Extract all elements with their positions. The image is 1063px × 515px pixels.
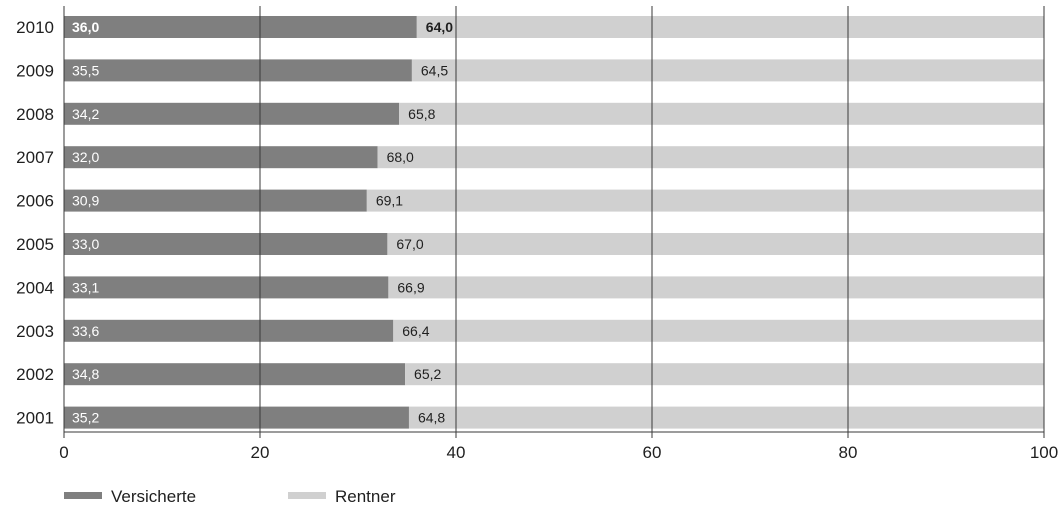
- data-label-versicherte-2010: 36,0: [72, 19, 99, 35]
- data-label-versicherte-2006: 30,9: [72, 193, 99, 209]
- x-tick-label-60: 60: [643, 443, 662, 462]
- bar-versicherte-2007: [64, 146, 378, 169]
- data-label-rentner-2010: 64,0: [426, 19, 453, 35]
- bar-rentner-2010: [416, 16, 1044, 38]
- category-label-2006: 2006: [16, 192, 54, 211]
- data-label-rentner-2007: 68,0: [387, 149, 414, 165]
- data-label-versicherte-2001: 35,2: [72, 410, 99, 426]
- bar-rentner-2008: [399, 102, 1044, 125]
- bar-versicherte-2006: [64, 189, 367, 212]
- bar-rentner-2003: [393, 319, 1044, 342]
- data-label-rentner-2002: 65,2: [414, 366, 441, 382]
- category-label-2004: 2004: [16, 278, 54, 297]
- x-tick-label-100: 100: [1030, 443, 1058, 462]
- bar-rentner-2007: [377, 146, 1045, 169]
- bars-layer: [64, 16, 1045, 429]
- bar-versicherte-2003: [64, 319, 394, 342]
- legend-label-rentner: Rentner: [335, 487, 396, 506]
- category-label-2010: 2010: [16, 18, 54, 37]
- legend-swatch-rentner: [288, 492, 326, 499]
- data-label-rentner-2008: 65,8: [408, 106, 435, 122]
- data-label-rentner-2006: 69,1: [376, 193, 403, 209]
- data-label-rentner-2001: 64,8: [418, 410, 445, 426]
- grid-layer: [63, 6, 1045, 438]
- labels-layer: 2010 2009 2008 2007 2006 2005 2004 2003 2002 2001…: [16, 18, 453, 428]
- bar-versicherte-2008: [64, 102, 400, 125]
- bar-versicherte-2005: [64, 233, 388, 255]
- x-tick-label-80: 80: [839, 443, 858, 462]
- legend-swatch-versicherte: [64, 492, 102, 499]
- bar-rentner-2009: [411, 59, 1044, 82]
- data-label-rentner-2005: 67,0: [396, 236, 423, 252]
- category-label-2008: 2008: [16, 105, 54, 124]
- data-label-rentner-2003: 66,4: [402, 323, 429, 339]
- bar-versicherte-2010: [64, 16, 417, 38]
- data-label-versicherte-2005: 33,0: [72, 236, 99, 252]
- category-label-2005: 2005: [16, 235, 54, 254]
- data-label-versicherte-2004: 33,1: [72, 279, 99, 295]
- legend-label-versicherte: Versicherte: [111, 487, 196, 506]
- legend: Versicherte Rentner: [64, 487, 396, 506]
- data-label-versicherte-2002: 34,8: [72, 366, 99, 382]
- category-label-2003: 2003: [16, 322, 54, 341]
- category-label-2002: 2002: [16, 365, 54, 384]
- bar-versicherte-2001: [64, 406, 409, 429]
- bar-rentner-2006: [366, 189, 1044, 212]
- data-label-versicherte-2003: 33,6: [72, 323, 99, 339]
- category-label-2007: 2007: [16, 148, 54, 167]
- bar-versicherte-2004: [64, 276, 389, 299]
- bar-rentner-2004: [388, 276, 1044, 299]
- data-label-versicherte-2009: 35,5: [72, 62, 99, 78]
- x-tick-label-40: 40: [447, 443, 466, 462]
- bar-rentner-2001: [408, 406, 1045, 429]
- bar-versicherte-2009: [64, 59, 412, 82]
- bar-rentner-2002: [405, 363, 1044, 386]
- data-label-versicherte-2007: 32,0: [72, 149, 99, 165]
- category-label-2001: 2001: [16, 409, 54, 428]
- data-label-rentner-2009: 64,5: [421, 62, 448, 78]
- x-tick-label-0: 0: [59, 443, 68, 462]
- axes-layer: 0 20 40 60 80 100: [59, 431, 1058, 462]
- bar-rentner-2005: [387, 233, 1044, 255]
- bar-versicherte-2002: [64, 363, 406, 386]
- data-label-rentner-2004: 66,9: [397, 279, 424, 295]
- category-label-2009: 2009: [16, 61, 54, 80]
- data-label-versicherte-2008: 34,2: [72, 106, 99, 122]
- x-tick-label-20: 20: [251, 443, 270, 462]
